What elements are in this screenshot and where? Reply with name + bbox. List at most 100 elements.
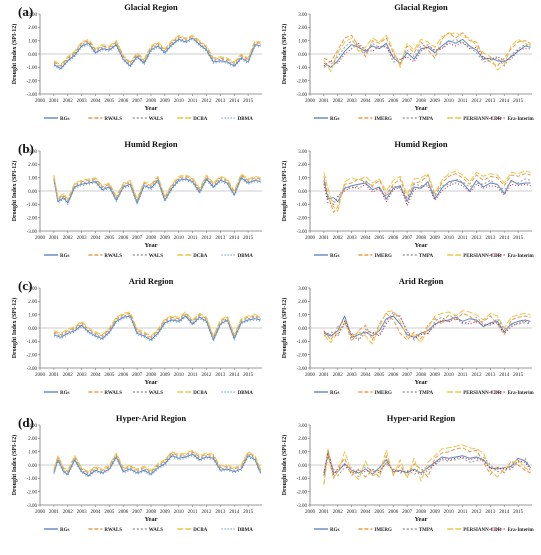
y-tick-label: 3.00 bbox=[298, 424, 307, 429]
y-tick-label: 2.00 bbox=[28, 300, 37, 305]
y-tick-label: 2.00 bbox=[28, 437, 37, 442]
legend-label: WALS bbox=[149, 117, 163, 122]
y-tick-label: -1.00 bbox=[297, 203, 308, 208]
legend-label: RGs bbox=[330, 391, 340, 396]
y-tick-label: 3.00 bbox=[298, 287, 307, 292]
y-axis-label: Drought Index (SPI-12) bbox=[281, 298, 288, 359]
x-tick-label: 2010 bbox=[444, 99, 455, 104]
x-tick-label: 2011 bbox=[458, 99, 468, 104]
panel-6: Arid Region 3.00 2.00 1.00 0.00 -1.00 -2.00 -3.… bbox=[281, 276, 535, 396]
panel-row-label: (a) bbox=[18, 4, 33, 19]
y-tick-label: 0.00 bbox=[298, 464, 307, 469]
x-tick-label: 2014 bbox=[229, 99, 240, 104]
x-tick-label: 2004 bbox=[361, 99, 372, 104]
x-tick-label: 2005 bbox=[374, 236, 385, 241]
legend-label: RGs bbox=[60, 528, 70, 533]
series-line-rwals bbox=[53, 451, 262, 474]
x-tick-label: 2005 bbox=[374, 510, 385, 515]
x-axis-label: Year bbox=[145, 105, 158, 112]
x-tick-label: 2002 bbox=[63, 373, 74, 378]
y-tick-label: 1.00 bbox=[28, 313, 37, 318]
y-tick-label: 0.00 bbox=[28, 327, 37, 332]
x-tick-label: 2010 bbox=[174, 236, 185, 241]
y-tick-label: -2.00 bbox=[27, 490, 38, 495]
legend-label: DBMA bbox=[238, 254, 254, 259]
series-line-tmpa bbox=[323, 38, 531, 68]
x-tick-label: 2010 bbox=[174, 373, 185, 378]
y-tick-label: 1.00 bbox=[28, 450, 37, 455]
y-tick-label: -1.00 bbox=[27, 203, 38, 208]
y-tick-label: -3.00 bbox=[27, 93, 38, 98]
y-tick-label: 0.00 bbox=[28, 53, 37, 58]
x-tick-label: 2003 bbox=[77, 236, 88, 241]
x-tick-label: 2013 bbox=[485, 236, 496, 241]
legend-label: RWALS bbox=[104, 528, 122, 533]
legend-label: PERSIANN-CDR bbox=[463, 254, 501, 259]
x-tick-label: 2000 bbox=[35, 236, 46, 241]
x-tick-label: 2006 bbox=[118, 510, 129, 515]
series-line-wals bbox=[53, 314, 261, 340]
x-tick-label: 2006 bbox=[388, 373, 399, 378]
panel-5: Arid Region (c)3.00 2.00 1.00 0.00 -1.00 -2.00… bbox=[11, 276, 262, 396]
series-line-dcba bbox=[53, 311, 261, 337]
y-axis-label: Drought Index (SPI-12) bbox=[11, 24, 18, 85]
series-line-rgs bbox=[53, 453, 262, 477]
y-tick-label: -1.00 bbox=[297, 477, 308, 482]
series-line-tmpa bbox=[323, 178, 531, 203]
series-line-rgs bbox=[53, 37, 261, 70]
x-tick-label: 2012 bbox=[472, 510, 483, 515]
panel-row-label: (c) bbox=[18, 278, 32, 293]
series-line-persiann-cdr bbox=[323, 170, 531, 212]
legend-label: Era-Interim bbox=[508, 117, 535, 122]
x-tick-label: 2012 bbox=[202, 99, 213, 104]
legend-label: IMERG bbox=[374, 254, 392, 259]
x-tick-label: 2015 bbox=[243, 510, 254, 515]
legend-label: RGs bbox=[60, 254, 70, 259]
x-tick-label: 2002 bbox=[63, 236, 74, 241]
series-line-rwals bbox=[53, 36, 261, 67]
x-tick-label: 2008 bbox=[146, 236, 157, 241]
x-tick-label: 2003 bbox=[347, 510, 358, 515]
x-tick-label: 2005 bbox=[374, 373, 385, 378]
panel-2: Glacial Region 3.00 2.00 1.00 0.00 -1.00 -2.00… bbox=[281, 2, 535, 122]
x-tick-label: 2006 bbox=[118, 99, 129, 104]
x-tick-label: 2000 bbox=[305, 236, 316, 241]
legend-label: TMPA bbox=[419, 254, 434, 259]
x-tick-label: 2009 bbox=[160, 99, 171, 104]
x-tick-label: 2001 bbox=[319, 510, 330, 515]
series-line-tmpa bbox=[323, 456, 532, 478]
legend-label: TMPA bbox=[419, 117, 434, 122]
legend-label: WALS bbox=[149, 254, 163, 259]
y-tick-label: 1.00 bbox=[298, 313, 307, 318]
y-tick-label: -1.00 bbox=[27, 340, 38, 345]
x-tick-label: 2014 bbox=[499, 236, 510, 241]
x-tick-label: 2004 bbox=[91, 510, 102, 515]
x-tick-label: 2013 bbox=[485, 373, 496, 378]
legend-label: Era-Interim bbox=[508, 391, 535, 396]
x-tick-label: 2002 bbox=[333, 510, 344, 515]
panel-title: Hyper-arid Region bbox=[387, 413, 456, 423]
x-tick-label: 2006 bbox=[388, 236, 399, 241]
panel-row-label: (b) bbox=[18, 141, 34, 156]
y-tick-label: -3.00 bbox=[27, 230, 38, 235]
x-tick-label: 2015 bbox=[243, 99, 254, 104]
legend-label: IMERG bbox=[374, 391, 392, 396]
series-line-era-interim bbox=[323, 41, 531, 67]
series-line-wals bbox=[53, 37, 261, 68]
legend-label: Era-Interim bbox=[508, 254, 535, 259]
x-tick-label: 2013 bbox=[215, 373, 226, 378]
x-tick-label: 2004 bbox=[91, 99, 102, 104]
panel-4: Humid Region 3.00 2.00 1.00 0.00 -1.00 -2.00 -3… bbox=[281, 139, 535, 259]
x-tick-label: 2014 bbox=[229, 373, 240, 378]
legend-label: RGs bbox=[60, 391, 70, 396]
y-tick-label: -2.00 bbox=[297, 353, 308, 358]
x-tick-label: 2002 bbox=[333, 373, 344, 378]
y-tick-label: 2.00 bbox=[298, 163, 307, 168]
x-tick-label: 2001 bbox=[49, 510, 60, 515]
legend-label: RGs bbox=[330, 117, 340, 122]
y-tick-label: 1.00 bbox=[298, 176, 307, 181]
series-line-imerg bbox=[323, 173, 531, 213]
legend-label: DBMA bbox=[238, 391, 254, 396]
